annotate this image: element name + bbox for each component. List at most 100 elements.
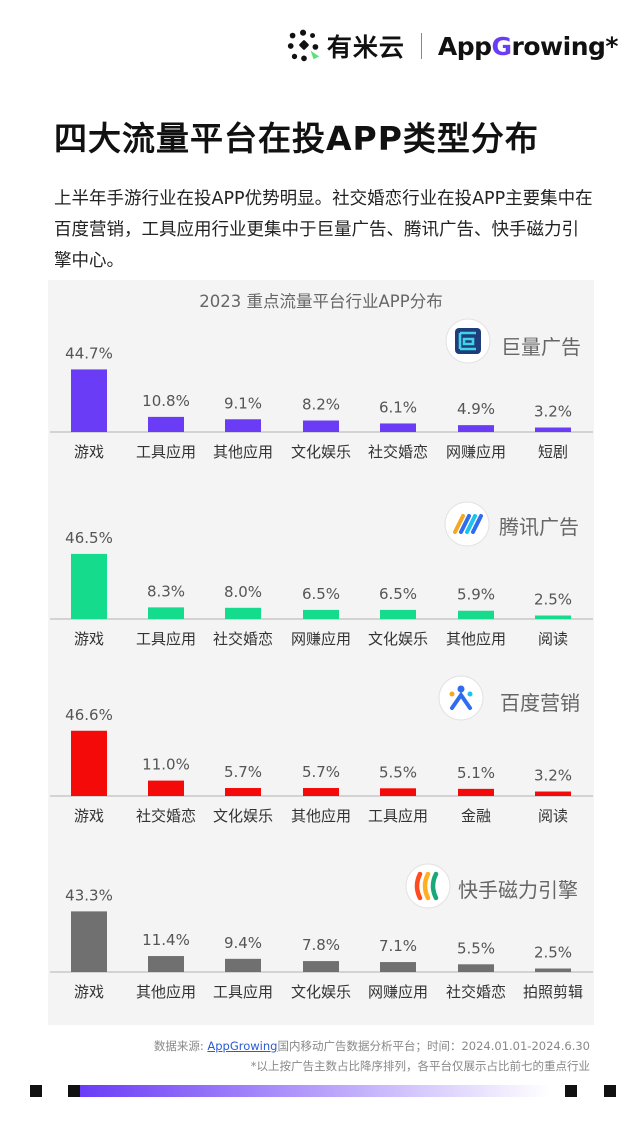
category-label: 文化娱乐 [291, 443, 351, 461]
tencent-ads-logo-icon [459, 514, 471, 534]
platform-name: 百度营销 [500, 691, 580, 715]
bar [71, 553, 107, 619]
category-label: 社交婚恋 [368, 443, 428, 461]
baidu-marketing-logo-icon [457, 685, 465, 693]
bar [148, 956, 184, 972]
bar [535, 968, 571, 972]
footer-square [30, 1085, 42, 1097]
data-label: 9.1% [224, 394, 262, 412]
source-prefix: 数据来源: [153, 1039, 208, 1053]
partner-g: G [491, 31, 513, 61]
data-label: 11.4% [142, 931, 190, 949]
data-label: 5.1% [457, 764, 495, 782]
category-label: 阅读 [538, 807, 568, 825]
data-label: 46.6% [65, 706, 113, 724]
youmi-spark-icon [287, 29, 320, 62]
data-label: 9.4% [224, 934, 262, 952]
juliang-logo-icon [455, 328, 481, 354]
category-label: 文化娱乐 [291, 983, 351, 1001]
page-title: 四大流量平台在投APP类型分布 [54, 119, 539, 158]
footer-square [565, 1085, 577, 1097]
category-label: 游戏 [74, 807, 104, 825]
bar [225, 607, 261, 619]
category-label: 社交婚恋 [136, 807, 196, 825]
data-label: 2.5% [534, 591, 572, 609]
source-line: 数据来源: AppGrowing国内移动广告数据分析平台；时间：2024.01.… [154, 1036, 590, 1056]
bar [380, 788, 416, 796]
category-label: 拍照剪辑 [523, 983, 583, 1001]
category-label: 网赚应用 [368, 983, 428, 1001]
partner-mark: * [605, 31, 618, 61]
kuaishou-cili-logo-icon [422, 871, 431, 901]
bar [535, 615, 571, 619]
category-label: 社交婚恋 [446, 983, 506, 1001]
data-label: 8.3% [147, 582, 185, 600]
category-label: 工具应用 [368, 807, 428, 825]
data-label: 4.9% [457, 400, 495, 418]
chart-panel [48, 280, 594, 1025]
category-label: 工具应用 [136, 630, 196, 648]
category-label: 社交婚恋 [213, 630, 273, 648]
chart-title: 2023 重点流量平台行业APP分布 [199, 292, 443, 311]
bar [225, 788, 261, 796]
category-label: 工具应用 [136, 443, 196, 461]
data-label: 8.0% [224, 583, 262, 601]
appgrowing-logo: AppGrowing* [437, 31, 619, 61]
category-label: 金融 [461, 807, 491, 825]
bar [458, 964, 494, 972]
bar [71, 369, 107, 432]
bar [71, 911, 107, 972]
data-label: 5.7% [302, 763, 340, 781]
partner-prefix: App [437, 31, 492, 61]
category-label: 网赚应用 [446, 443, 506, 461]
data-label: 3.2% [534, 403, 572, 421]
category-label: 其他应用 [136, 983, 196, 1001]
juliang-logo-mark [458, 331, 476, 351]
data-label: 6.5% [379, 585, 417, 603]
baidu-marketing-logo-dot [467, 691, 473, 697]
bar [148, 607, 184, 619]
bar [148, 416, 184, 432]
bar [458, 610, 494, 619]
data-label: 43.3% [65, 886, 113, 904]
category-label: 游戏 [74, 630, 104, 648]
bar [380, 423, 416, 432]
data-label: 6.1% [379, 398, 417, 416]
bar [303, 609, 339, 619]
data-label: 2.5% [534, 944, 572, 962]
bar [458, 425, 494, 432]
data-label: 7.8% [302, 936, 340, 954]
category-label: 游戏 [74, 983, 104, 1001]
bar [380, 962, 416, 972]
category-label: 文化娱乐 [368, 630, 428, 648]
bar [535, 427, 571, 432]
bar [535, 791, 571, 796]
source-footnote: *以上按广告主数占比降序排列，各平台仅展示占比前七的重点行业 [250, 1059, 590, 1073]
bar [71, 730, 107, 796]
category-label: 文化娱乐 [213, 807, 273, 825]
tencent-ads-logo-icon [453, 514, 465, 534]
brand-divider [420, 33, 422, 59]
platform-name: 快手磁力引擎 [458, 878, 578, 902]
category-label: 其他应用 [291, 807, 351, 825]
source-link[interactable]: AppGrowing [207, 1039, 278, 1053]
category-label: 其他应用 [213, 443, 273, 461]
category-label: 其他应用 [446, 630, 506, 648]
category-label: 网赚应用 [291, 630, 351, 648]
bar [303, 420, 339, 432]
data-label: 5.7% [224, 763, 262, 781]
source-note: 数据来源: AppGrowing国内移动广告数据分析平台；时间：2024.01.… [154, 1036, 590, 1076]
data-label: 10.8% [142, 392, 190, 410]
bar [380, 609, 416, 619]
tencent-ads-logo-icon [471, 514, 483, 534]
platform-logo-bg [405, 863, 451, 909]
baidu-marketing-logo-mark [450, 691, 472, 710]
intro-paragraph: 上半年手游行业在投APP优势明显。社交婚恋行业在投APP主要集中在百度营销，工具… [54, 189, 593, 271]
data-label: 7.1% [379, 937, 417, 955]
category-label: 游戏 [74, 443, 104, 461]
data-label: 46.5% [65, 529, 113, 547]
kuaishou-cili-logo-icon [430, 871, 439, 901]
bar [458, 788, 494, 796]
bar [148, 780, 184, 796]
data-label: 6.5% [302, 585, 340, 603]
